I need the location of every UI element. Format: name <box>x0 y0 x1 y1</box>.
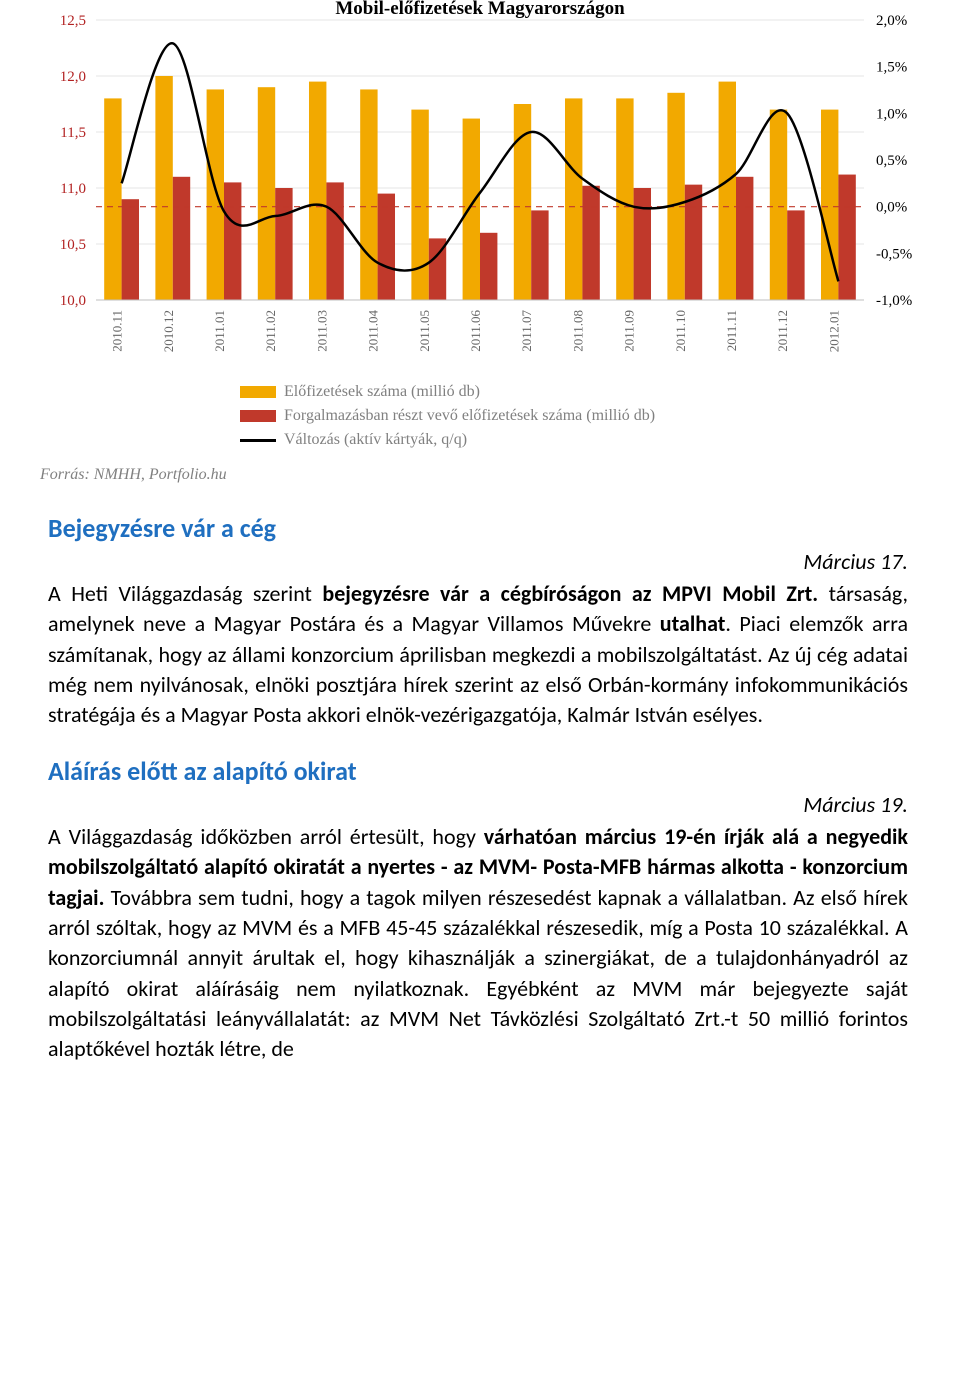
chart-container: Mobil-előfizetések Magyarországon 10,0 10,… <box>0 0 960 460</box>
legend-swatch-line <box>240 439 276 442</box>
svg-text:12,5: 12,5 <box>60 13 86 29</box>
section-2: Aláírás előtt az alapító okirat Március … <box>48 755 908 1065</box>
svg-text:2011.10: 2011.10 <box>673 310 688 352</box>
svg-text:2011.02: 2011.02 <box>263 310 278 352</box>
svg-text:2012.01: 2012.01 <box>826 310 841 352</box>
svg-text:1,0%: 1,0% <box>876 106 907 122</box>
dateline-1: Március 17. <box>48 548 908 575</box>
svg-text:2011.07: 2011.07 <box>519 310 534 352</box>
svg-text:2011.12: 2011.12 <box>775 310 790 352</box>
body-2: A Világgazdaság időközben arról értesült… <box>48 822 908 1065</box>
svg-text:10,0: 10,0 <box>60 293 86 309</box>
section-1: Bejegyzésre vár a cég Március 17. A Heti… <box>48 512 908 731</box>
svg-text:2011.06: 2011.06 <box>468 310 483 352</box>
legend-swatch-bars-b <box>240 410 276 422</box>
headline-1: Bejegyzésre vár a cég <box>48 512 908 544</box>
chart-legend: Előfizetések száma (millió db) Forgalmaz… <box>40 380 920 452</box>
svg-text:0,5%: 0,5% <box>876 153 907 169</box>
svg-text:10,5: 10,5 <box>60 237 86 253</box>
body-1: A Heti Világgazdaság szerint bejegyzésre… <box>48 579 908 731</box>
legend-label-line: Változás (aktív kártyák, q/q) <box>284 428 467 452</box>
svg-text:-0,5%: -0,5% <box>876 246 912 262</box>
legend-label-bars-b: Forgalmazásban részt vevő előfizetések s… <box>284 404 655 428</box>
dateline-2: Március 19. <box>48 791 908 818</box>
svg-text:2011.05: 2011.05 <box>417 310 432 352</box>
svg-text:0,0%: 0,0% <box>876 200 907 216</box>
chart-svg: Mobil-előfizetések Magyarországon 10,0 10,… <box>40 0 920 380</box>
svg-text:2,0%: 2,0% <box>876 13 907 29</box>
svg-text:2010.12: 2010.12 <box>161 310 176 352</box>
svg-text:2011.11: 2011.11 <box>724 310 739 351</box>
legend-label-bars-a: Előfizetések száma (millió db) <box>284 380 480 404</box>
svg-text:Mobil-előfizetések Magyarorszá: Mobil-előfizetések Magyarországon <box>335 0 625 19</box>
article-body: Bejegyzésre vár a cég Március 17. A Heti… <box>0 512 960 1065</box>
chart-source: Forrás: NMHH, Portfolio.hu <box>0 466 960 484</box>
svg-text:11,0: 11,0 <box>60 181 86 197</box>
svg-text:-1,0%: -1,0% <box>876 293 912 309</box>
svg-text:2011.08: 2011.08 <box>570 310 585 352</box>
legend-swatch-bars-a <box>240 386 276 398</box>
svg-text:2011.01: 2011.01 <box>212 310 227 352</box>
svg-text:12,0: 12,0 <box>60 69 86 85</box>
svg-text:11,5: 11,5 <box>60 125 86 141</box>
svg-text:2011.03: 2011.03 <box>314 310 329 352</box>
svg-text:2010.11: 2010.11 <box>110 310 125 352</box>
svg-text:2011.09: 2011.09 <box>622 310 637 352</box>
svg-text:2011.04: 2011.04 <box>366 310 381 352</box>
headline-2: Aláírás előtt az alapító okirat <box>48 755 908 787</box>
svg-text:1,5%: 1,5% <box>876 60 907 76</box>
